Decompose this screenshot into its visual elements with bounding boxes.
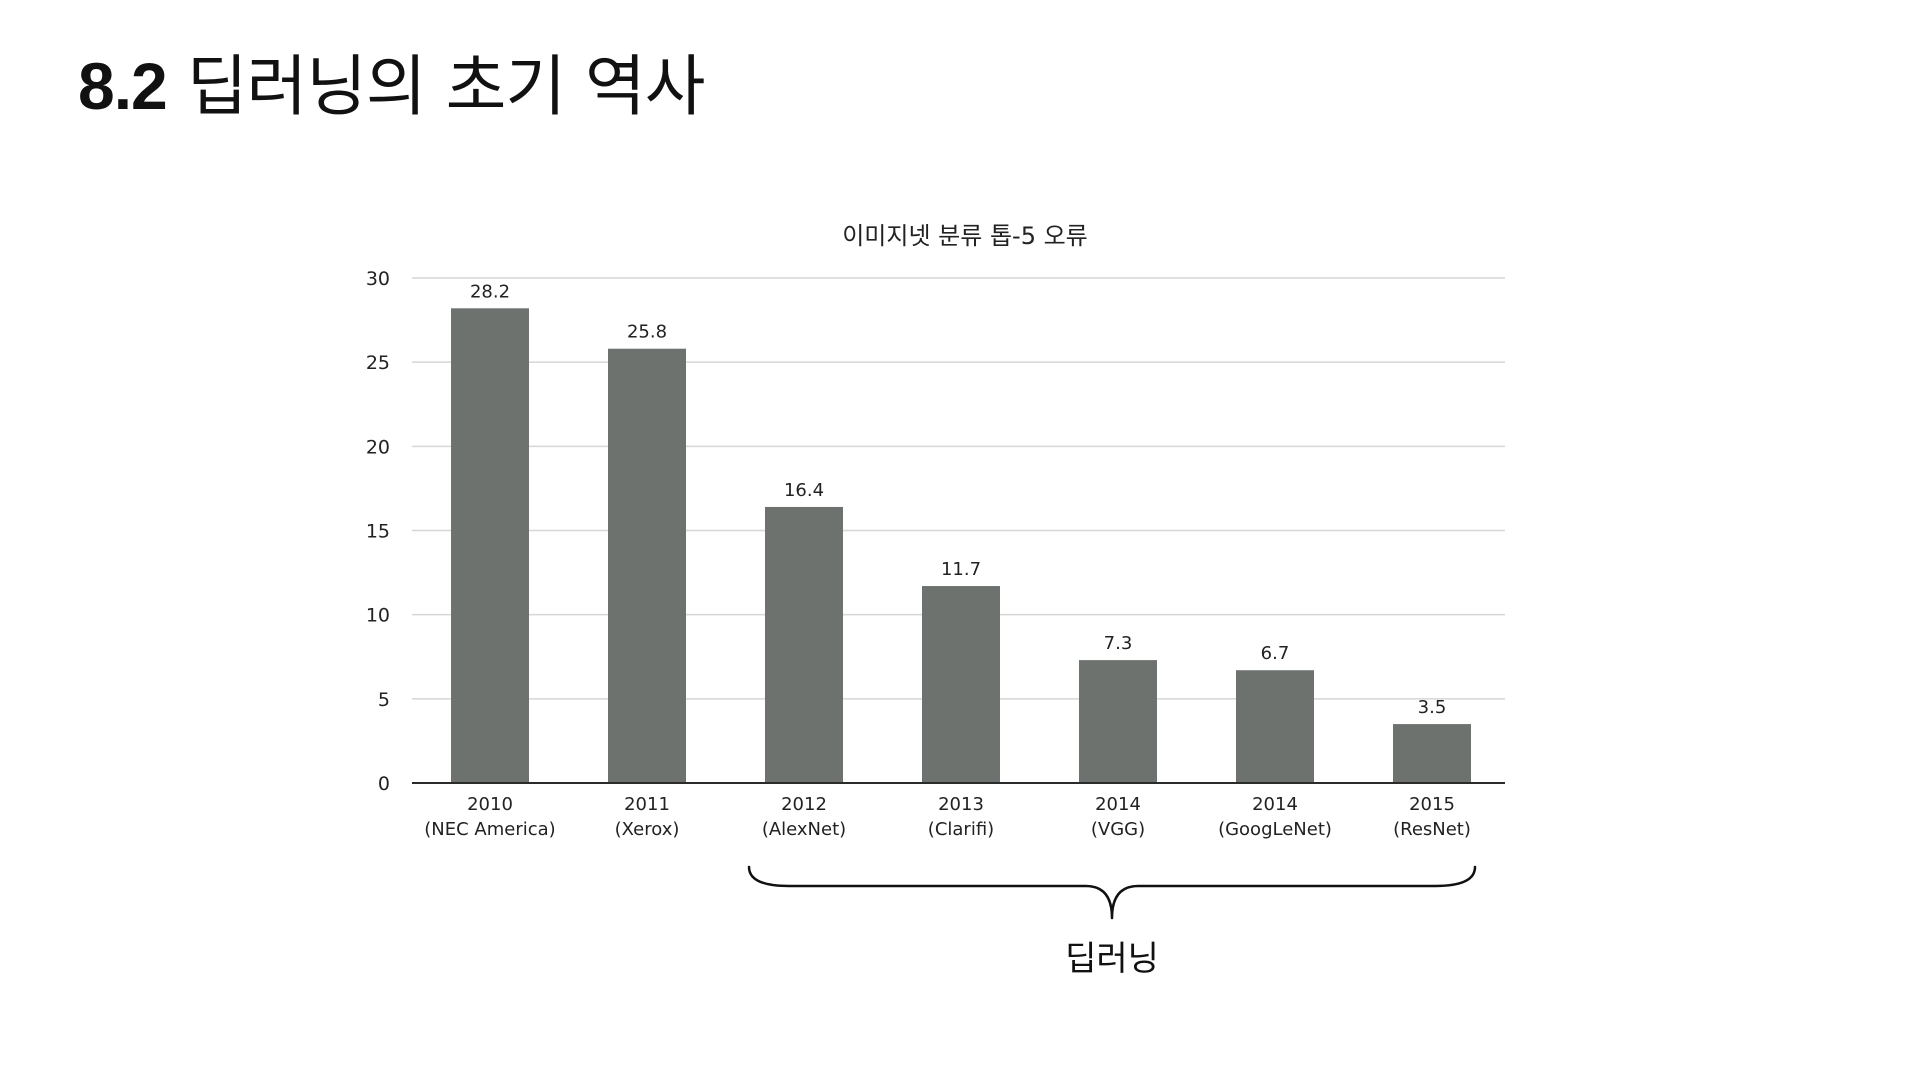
bar: [451, 308, 529, 783]
x-tick-name: (AlexNet): [762, 819, 846, 840]
x-tick-name: (GoogLeNet): [1218, 819, 1332, 840]
x-tick-year: 2014: [1252, 794, 1298, 815]
data-labels: 28.2 25.8 16.4 11.7 7.3 6.7 3.5: [470, 281, 1446, 718]
brace-label: 딥러닝: [1065, 939, 1159, 979]
x-tick-name: (Clarifi): [928, 819, 994, 840]
y-tick-label: 25: [366, 352, 390, 374]
x-tick-name: (VGG): [1091, 819, 1145, 840]
data-label: 28.2: [470, 281, 510, 302]
x-tick-year: 2012: [781, 794, 827, 815]
y-tick-label: 15: [366, 521, 390, 543]
y-tick-label: 0: [378, 773, 390, 795]
data-label: 16.4: [784, 480, 824, 501]
x-tick-name: (NEC America): [424, 819, 555, 840]
y-axis-ticks: 0 5 10 15 20 25 30: [366, 268, 390, 795]
bar: [1236, 670, 1314, 783]
x-tick-year: 2011: [624, 794, 670, 815]
brace-annotation: [747, 865, 1477, 920]
bars: [451, 308, 1471, 783]
page-title: 8.2 딥러닝의 초기 역사: [78, 46, 706, 127]
x-axis-ticks: 2010 (NEC America) 2011 (Xerox) 2012 (AlexNet…: [424, 794, 1471, 840]
data-label: 7.3: [1104, 633, 1133, 654]
section-title: 딥러닝의 초기 역사: [186, 48, 706, 125]
data-label: 25.8: [627, 322, 667, 343]
annotations: 딥러닝: [747, 865, 1477, 979]
bar: [765, 506, 843, 783]
x-tick-name: (Xerox): [615, 819, 680, 840]
x-tick-year: 2013: [938, 794, 984, 815]
bar: [608, 348, 686, 783]
data-label: 3.5: [1418, 697, 1447, 718]
x-tick-name: (ResNet): [1393, 819, 1471, 840]
bar: [1079, 660, 1157, 783]
data-label: 11.7: [941, 559, 981, 580]
y-tick-label: 10: [366, 605, 390, 627]
chart-title: 이미지넷 분류 톱-5 오류: [842, 222, 1088, 250]
bar: [1393, 724, 1471, 783]
x-tick-year: 2014: [1095, 794, 1141, 815]
bar: [922, 586, 1000, 783]
x-tick-year: 2010: [467, 794, 513, 815]
x-tick-year: 2015: [1409, 794, 1455, 815]
y-tick-label: 5: [378, 689, 390, 711]
data-label: 6.7: [1261, 643, 1290, 664]
y-tick-label: 20: [366, 436, 390, 458]
y-tick-label: 30: [366, 268, 390, 290]
section-number: 8.2: [78, 49, 168, 123]
